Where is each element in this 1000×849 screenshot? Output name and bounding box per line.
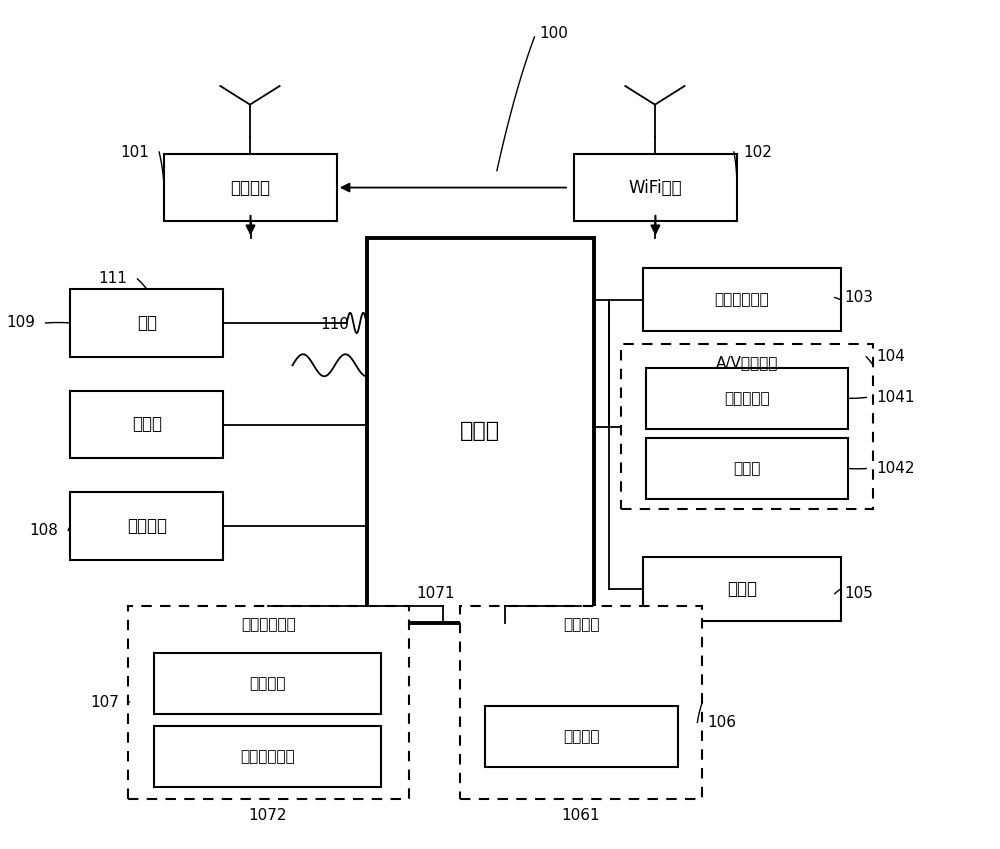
Text: 接口单元: 接口单元 [127, 517, 167, 535]
Bar [128, 605, 409, 799]
Text: 处理器: 处理器 [460, 421, 500, 441]
Text: 100: 100 [539, 26, 568, 41]
Text: 1041: 1041 [876, 390, 915, 405]
Bar [154, 726, 381, 787]
Bar [367, 239, 594, 623]
Bar [643, 557, 841, 621]
Text: 触控面板: 触控面板 [250, 676, 286, 691]
Text: 传感器: 传感器 [727, 580, 757, 598]
Text: 射频单元: 射频单元 [231, 178, 271, 197]
Bar [574, 154, 737, 222]
Text: WiFi模块: WiFi模块 [629, 178, 682, 197]
Text: 107: 107 [91, 694, 120, 710]
Bar [485, 706, 678, 767]
Text: 105: 105 [845, 587, 873, 601]
Text: 音频输出单元: 音频输出单元 [714, 292, 769, 307]
Text: 109: 109 [7, 316, 36, 330]
Bar [164, 154, 337, 222]
Text: 1072: 1072 [249, 808, 287, 823]
Bar [643, 268, 841, 331]
Text: 用户输入单元: 用户输入单元 [241, 616, 296, 632]
Text: 101: 101 [120, 144, 149, 160]
Text: 108: 108 [30, 523, 58, 537]
Text: 110: 110 [320, 318, 349, 332]
Text: 图形处理器: 图形处理器 [724, 391, 770, 406]
Text: 显示面板: 显示面板 [563, 729, 600, 745]
Text: 102: 102 [744, 144, 773, 160]
Bar [646, 368, 848, 429]
Text: 104: 104 [876, 349, 905, 364]
Text: 1071: 1071 [416, 587, 454, 601]
Text: 电源: 电源 [137, 314, 157, 332]
Text: 1042: 1042 [876, 461, 915, 476]
Text: 1061: 1061 [562, 808, 600, 823]
Bar [70, 290, 223, 357]
Text: 103: 103 [845, 290, 874, 305]
Text: 麦克风: 麦克风 [734, 461, 761, 476]
Bar [154, 653, 381, 714]
Text: 106: 106 [707, 715, 736, 730]
Bar [621, 344, 873, 509]
Bar [460, 605, 702, 799]
Text: 存储器: 存储器 [132, 415, 162, 434]
Bar [70, 391, 223, 458]
Text: 显示单元: 显示单元 [563, 616, 600, 632]
Text: 其他输入设备: 其他输入设备 [240, 749, 295, 764]
Text: A/V输入单元: A/V输入单元 [716, 355, 778, 370]
Bar [70, 492, 223, 559]
Text: 111: 111 [99, 272, 128, 286]
Bar [646, 438, 848, 499]
